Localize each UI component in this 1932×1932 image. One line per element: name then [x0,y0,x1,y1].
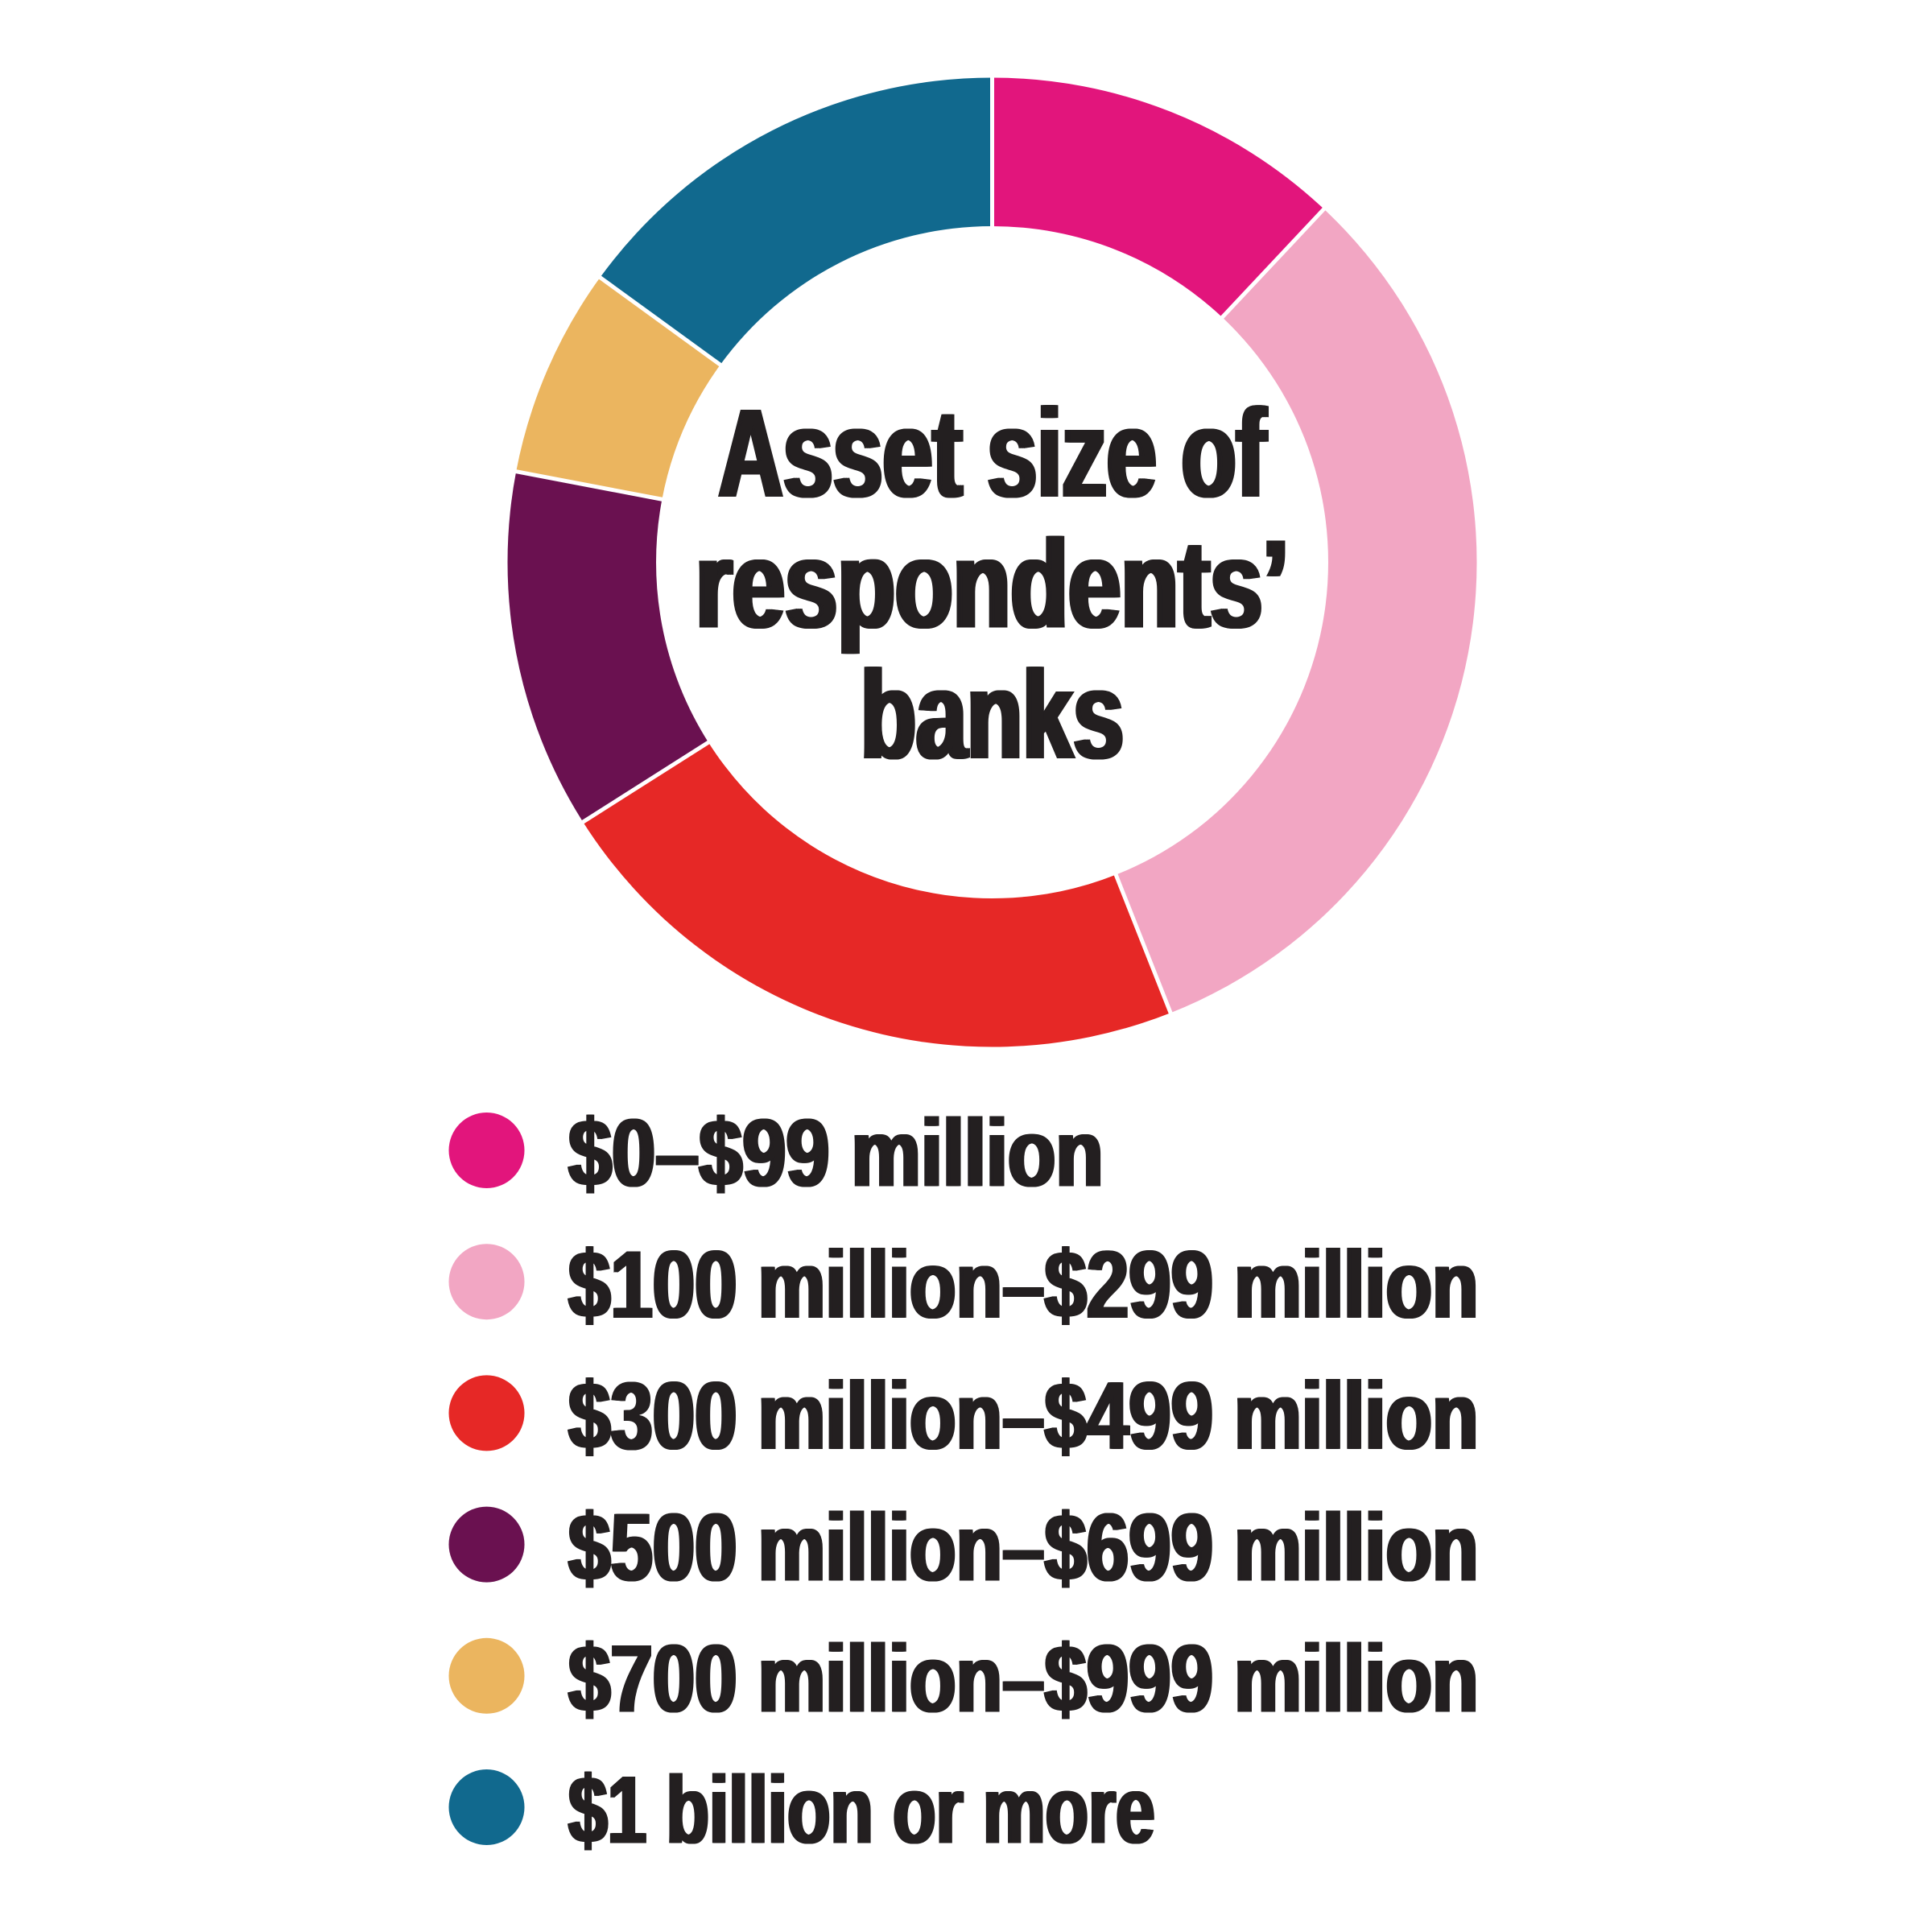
svg-text:Asset size of: Asset size of [721,382,1269,523]
svg-text:respondents’: respondents’ [694,514,1287,654]
svg-text:banks: banks [862,645,1125,786]
svg-text:$1 billion or more: $1 billion or more [568,1757,1155,1864]
svg-text:$100 million–$299 million: $100 million–$299 million [567,1231,1477,1338]
svg-text:$0–$99 million: $0–$99 million [568,1100,1103,1208]
svg-text:$500 million–$699 million: $500 million–$699 million [567,1494,1477,1601]
svg-text:$1 billion or more: $1 billion or more [570,1757,1157,1864]
svg-text:$500 million–$699 million: $500 million–$699 million [568,1494,1478,1601]
svg-text:respondents’: respondents’ [698,514,1291,654]
svg-text:$100 million–$299 million: $100 million–$299 million [568,1231,1478,1338]
svg-text:$700 million–$999 million: $700 million–$999 million [567,1625,1477,1732]
svg-text:$1 billion or more: $1 billion or more [568,1757,1154,1864]
svg-text:$300 million–$499 million: $300 million–$499 million [569,1362,1480,1469]
svg-text:$300 million–$499 million: $300 million–$499 million [567,1362,1477,1469]
svg-text:$500 million–$699 million: $500 million–$699 million [569,1494,1480,1601]
svg-text:$100 million–$299 million: $100 million–$299 million [568,1231,1479,1338]
svg-text:respondents’: respondents’ [697,514,1290,654]
svg-text:$300 million–$499 million: $300 million–$499 million [568,1362,1479,1469]
svg-text:$0–$99 million: $0–$99 million [567,1100,1102,1208]
svg-text:banks: banks [859,645,1122,786]
svg-text:$100 million–$299 million: $100 million–$299 million [569,1231,1480,1338]
svg-text:$100 million–$299 million: $100 million–$299 million [570,1231,1480,1338]
svg-text:$500 million–$699 million: $500 million–$699 million [568,1494,1479,1601]
svg-text:$0–$99 million: $0–$99 million [568,1100,1104,1208]
svg-text:respondents’: respondents’ [693,514,1286,654]
svg-text:respondents’: respondents’ [696,514,1289,654]
svg-text:$1 billion or more: $1 billion or more [569,1757,1156,1864]
svg-text:$500 million–$699 million: $500 million–$699 million [570,1494,1480,1601]
svg-text:$0–$99 million: $0–$99 million [569,1100,1104,1208]
svg-text:$700 million–$999 million: $700 million–$999 million [568,1625,1478,1732]
svg-text:Asset size of: Asset size of [717,382,1265,523]
svg-text:$1 billion or more: $1 billion or more [567,1757,1154,1864]
svg-text:banks: banks [861,645,1124,786]
svg-text:$700 million–$999 million: $700 million–$999 million [570,1625,1480,1732]
svg-text:Asset size of: Asset size of [718,382,1266,523]
svg-text:$300 million–$499 million: $300 million–$499 million [568,1362,1478,1469]
svg-text:Asset size of: Asset size of [716,382,1264,523]
svg-text:Asset size of: Asset size of [720,382,1268,523]
svg-text:$700 million–$999 million: $700 million–$999 million [568,1625,1479,1732]
svg-text:$700 million–$999 million: $700 million–$999 million [569,1625,1480,1732]
svg-text:banks: banks [863,645,1126,786]
svg-text:banks: banks [858,645,1121,786]
svg-text:$0–$99 million: $0–$99 million [570,1100,1105,1208]
svg-text:$300 million–$499 million: $300 million–$499 million [570,1362,1480,1469]
